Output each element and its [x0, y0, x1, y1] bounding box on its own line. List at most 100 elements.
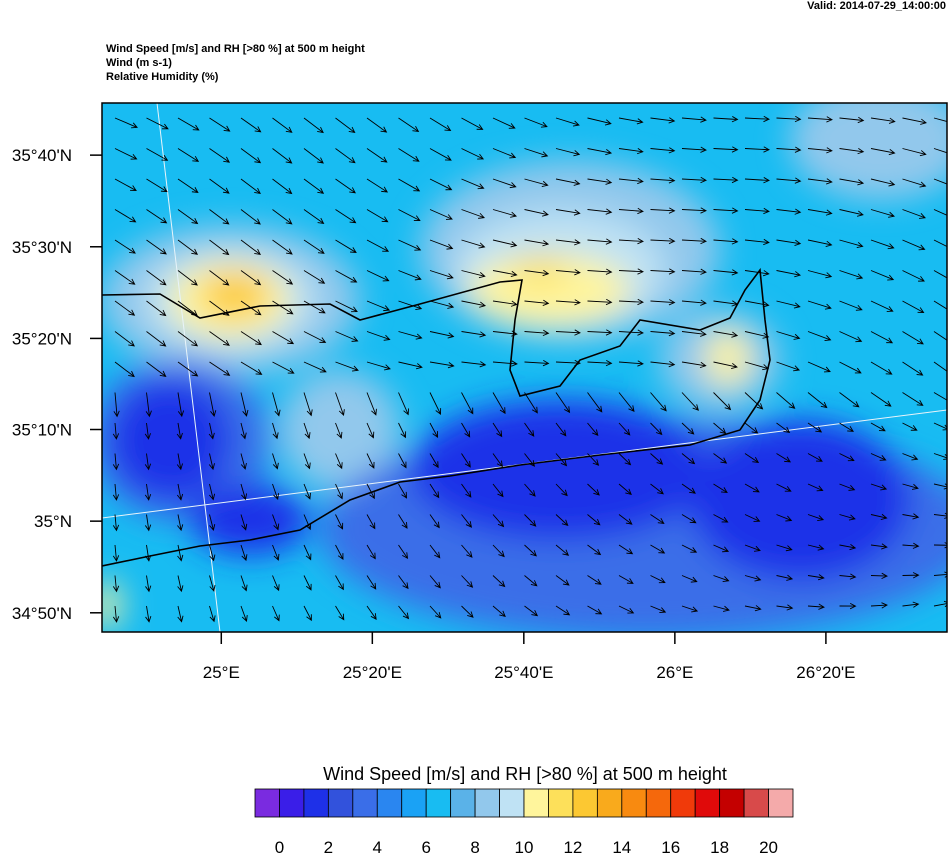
wind-arrow [681, 237, 707, 245]
wind-arrow [587, 453, 600, 466]
wind-arrow [429, 544, 441, 559]
wind-arrow [177, 361, 199, 377]
wind-arrow [650, 453, 664, 465]
wind-arrow [618, 207, 644, 215]
wind-arrow [776, 361, 801, 372]
wind-arrow [429, 392, 442, 415]
colorbar-swatch [572, 788, 598, 818]
wind-arrow [335, 331, 359, 342]
wind-arrow [902, 270, 925, 282]
wind-arrow [524, 299, 550, 307]
wind-arrow [618, 238, 644, 245]
wind-arrow [713, 146, 739, 153]
wind-arrow [398, 422, 407, 439]
wind-arrow [398, 453, 407, 469]
wind-arrow [492, 330, 518, 337]
wind-arrow [303, 209, 325, 224]
wind-arrow [744, 331, 770, 339]
y-tick-label: 34°50'N [12, 604, 72, 623]
wind-arrow [713, 422, 727, 435]
wind-arrow [839, 392, 860, 408]
wind-arrow [555, 514, 569, 527]
wind-arrow [681, 330, 707, 337]
wind-arrow [807, 239, 833, 247]
wind-arrow [587, 575, 602, 585]
wind-arrow [177, 239, 199, 255]
wind-arrow [240, 575, 248, 592]
wind-arrow [650, 483, 664, 495]
wind-arrow [807, 603, 825, 610]
wind-arrow [933, 422, 947, 431]
wind-arrow [681, 116, 707, 123]
wind-arrow [177, 544, 184, 562]
wind-arrow [902, 483, 919, 490]
wind-arrow [933, 239, 947, 248]
wind-arrow [681, 422, 695, 435]
wind-arrow [209, 178, 230, 194]
wind-arrow [240, 453, 247, 470]
wind-arrow [492, 392, 506, 415]
wind-arrow [335, 209, 357, 224]
colorbar-swatch [327, 788, 354, 818]
wind-arrow [366, 544, 376, 560]
wind-arrow [902, 300, 925, 313]
wind-arrow [398, 605, 410, 620]
wind-arrow [618, 544, 634, 555]
map-field [102, 103, 947, 632]
wind-arrow [681, 392, 699, 411]
header-line: Relative Humidity (%) [106, 71, 219, 83]
wind-arrow [144, 483, 152, 501]
wind-arrow [902, 239, 926, 251]
wind-arrow [366, 239, 390, 252]
wind-arrow [744, 177, 770, 184]
wind-arrow [587, 359, 613, 367]
wind-arrow [713, 544, 730, 553]
wind-arrow [240, 361, 263, 375]
wind-arrow [145, 575, 152, 593]
wind-arrow [870, 513, 888, 520]
wind-arrow [429, 300, 455, 309]
wind-arrow [272, 544, 280, 561]
wind-arrow [398, 300, 423, 310]
colorbar-label: 6 [421, 838, 430, 854]
wind-arrow [555, 269, 581, 276]
wind-arrow [870, 239, 895, 250]
wind-arrow [240, 544, 248, 562]
wind-arrow [618, 360, 644, 367]
wind-arrow [335, 605, 345, 621]
wind-arrow [807, 392, 828, 409]
wind-arrow [461, 148, 485, 160]
colorbar-swatch [279, 788, 305, 818]
wind-arrow [776, 483, 792, 492]
wind-arrow [114, 361, 135, 378]
wind-arrow [429, 422, 439, 438]
wind-arrow [555, 209, 581, 216]
wind-arrow [209, 392, 217, 418]
wind-arrow [524, 209, 549, 217]
wind-arrow [839, 116, 865, 124]
wind-arrow [114, 209, 137, 223]
wind-arrow [146, 209, 168, 224]
wind-arrow [429, 514, 440, 529]
wind-arrow [429, 483, 440, 499]
wind-arrow [177, 514, 184, 532]
wind-arrow [461, 270, 486, 279]
wind-arrow [240, 605, 248, 622]
colorbar-swatch [376, 788, 403, 818]
wind-arrow [618, 298, 644, 306]
field-blobs [102, 103, 947, 632]
wind-arrow [209, 148, 231, 163]
wind-arrow [524, 148, 549, 158]
wind-arrow [870, 117, 896, 124]
wind-arrow [303, 514, 312, 531]
colorbar-swatch [450, 788, 476, 818]
wind-arrow [303, 270, 326, 284]
wind-arrow [650, 177, 676, 184]
wind-arrow [240, 239, 261, 256]
wind-arrow [681, 453, 696, 465]
wind-arrow [902, 453, 919, 461]
wind-arrow [303, 117, 324, 134]
wind-arrow [429, 605, 442, 619]
wind-arrow [240, 300, 262, 316]
wind-arrow [492, 209, 518, 218]
